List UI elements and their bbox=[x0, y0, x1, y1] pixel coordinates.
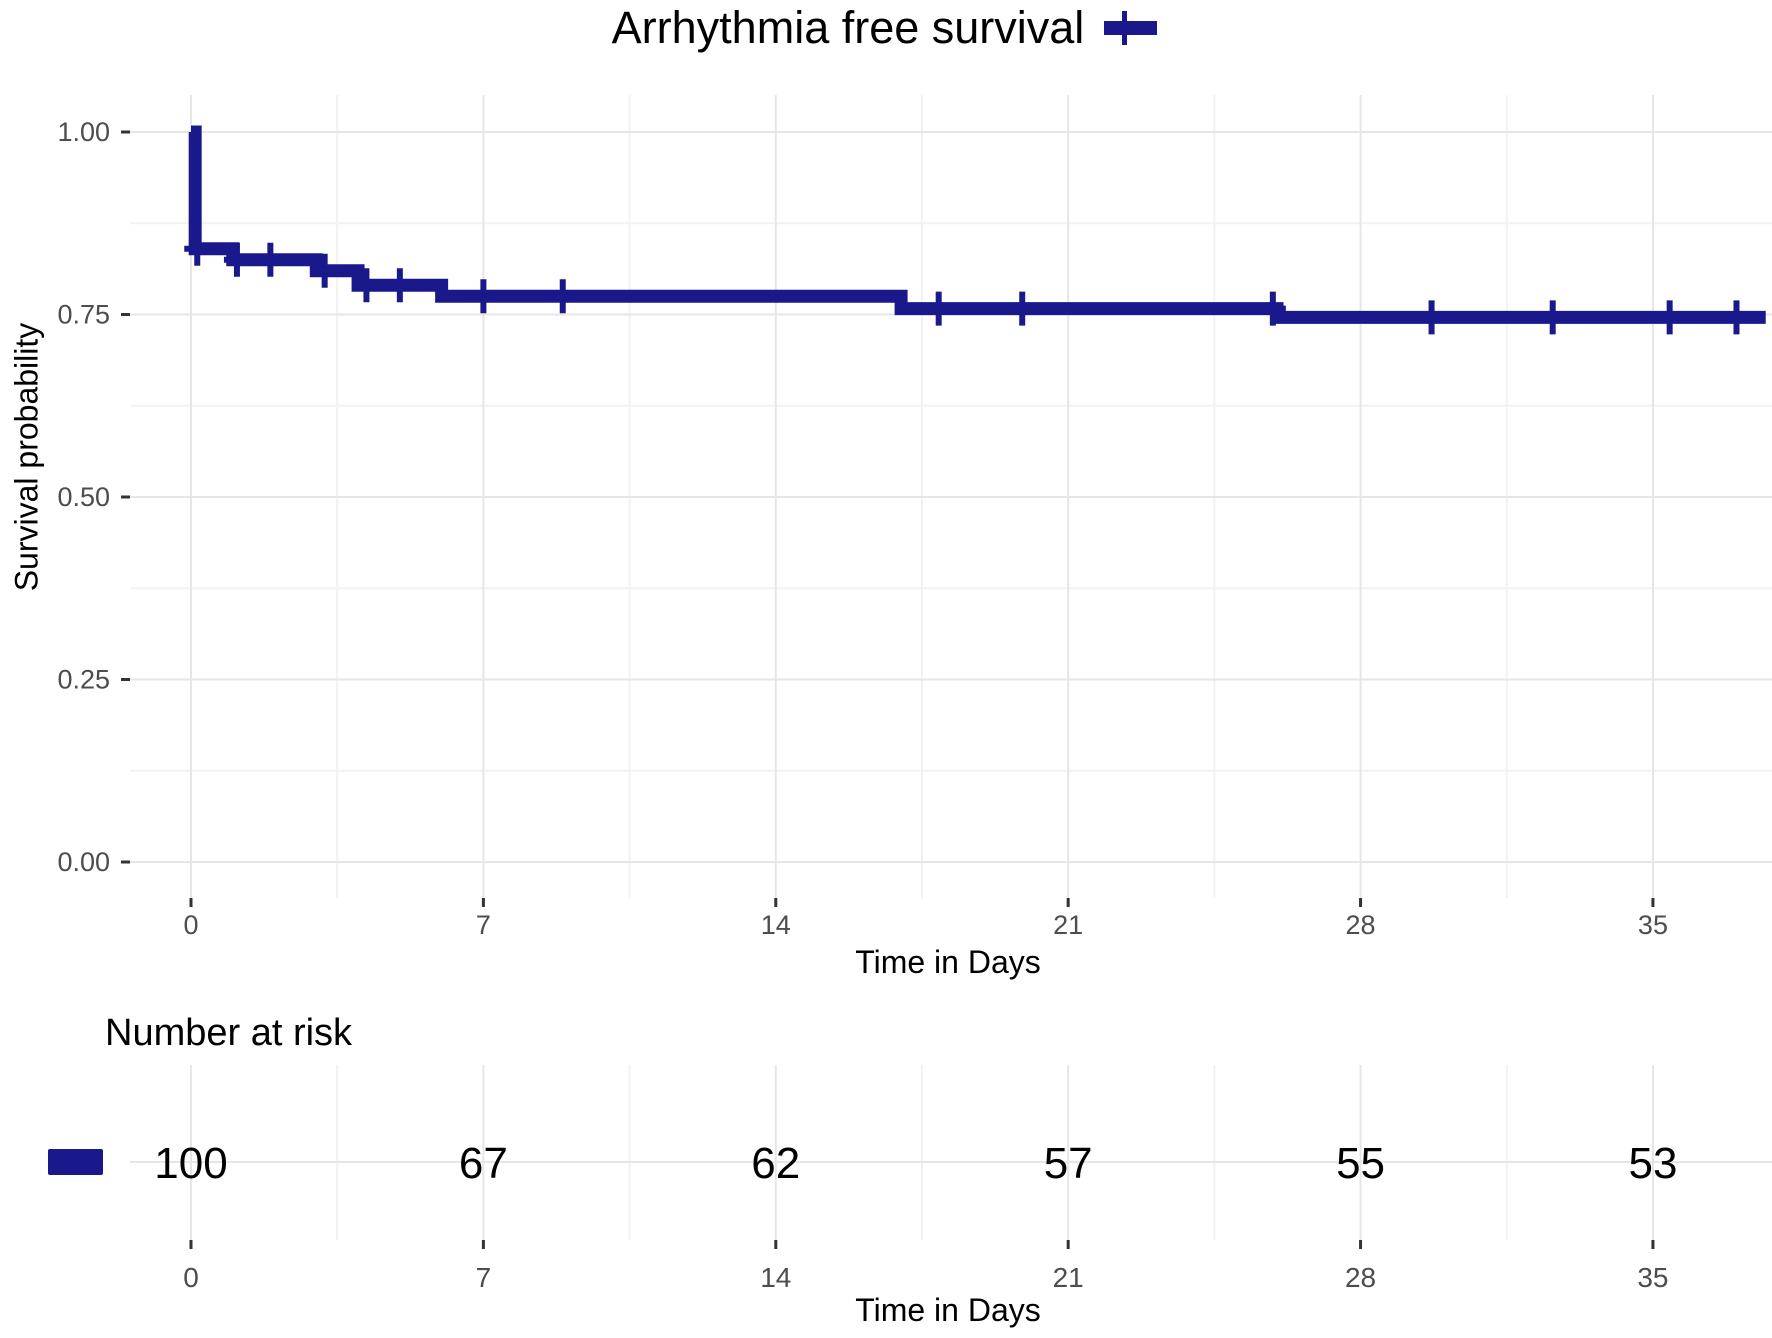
y-tick-label: 0.50 bbox=[57, 482, 110, 512]
x-tick-label: 28 bbox=[1346, 910, 1376, 940]
x-axis-title: Time in Days bbox=[855, 944, 1041, 980]
legend-key-icon bbox=[1104, 11, 1158, 45]
risk-count: 100 bbox=[154, 1139, 227, 1188]
risk-count: 53 bbox=[1628, 1139, 1677, 1188]
x-tick-label: 21 bbox=[1053, 910, 1083, 940]
chart-title: Arrhythmia free survival bbox=[611, 2, 1085, 53]
y-tick-label: 1.00 bbox=[57, 117, 110, 147]
risk-x-tick-label: 7 bbox=[476, 1262, 492, 1293]
y-tick-label: 0.75 bbox=[57, 300, 110, 330]
risk-x-tick-label: 21 bbox=[1053, 1262, 1084, 1293]
risk-count: 62 bbox=[751, 1139, 800, 1188]
x-tick-label: 35 bbox=[1638, 910, 1668, 940]
x-tick-label: 7 bbox=[476, 910, 491, 940]
y-axis-title: Survival probability bbox=[8, 322, 45, 592]
risk-count: 57 bbox=[1044, 1139, 1093, 1188]
risk-x-axis-title: Time in Days bbox=[855, 1292, 1041, 1328]
x-tick-label: 0 bbox=[183, 910, 198, 940]
survival-curve bbox=[188, 125, 1766, 324]
risk-count: 55 bbox=[1336, 1139, 1385, 1188]
risk-legend-swatch bbox=[48, 1149, 103, 1175]
risk-count: 67 bbox=[459, 1139, 508, 1188]
risk-x-tick-label: 28 bbox=[1345, 1262, 1376, 1293]
y-tick-label: 0.00 bbox=[57, 847, 110, 877]
legend: Arrhythmia free survival bbox=[0, 2, 1772, 54]
risk-table-title: Number at risk bbox=[105, 1012, 353, 1054]
risk-x-tick-label: 35 bbox=[1637, 1262, 1668, 1293]
y-tick-label: 0.25 bbox=[57, 665, 110, 695]
x-tick-label: 14 bbox=[761, 910, 791, 940]
risk-x-tick-label: 0 bbox=[183, 1262, 199, 1293]
risk-x-tick-label: 14 bbox=[760, 1262, 791, 1293]
